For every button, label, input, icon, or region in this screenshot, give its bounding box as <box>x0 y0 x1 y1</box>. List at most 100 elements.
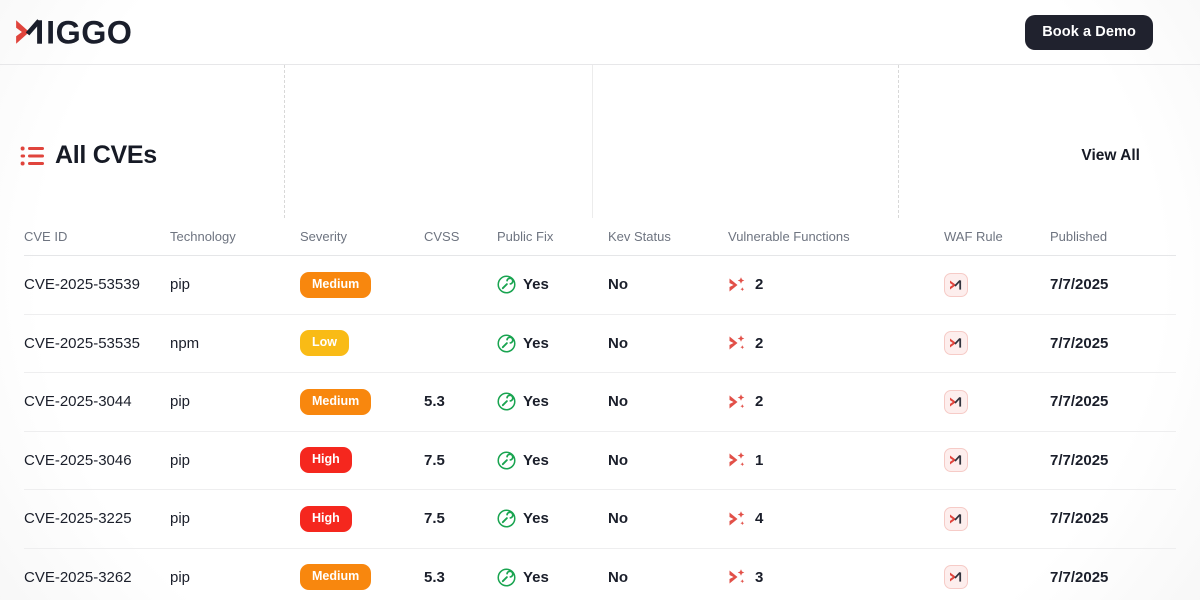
cvss-cell: 5.3 <box>424 568 445 586</box>
kev-status-cell: No <box>608 510 628 528</box>
published-cell: 7/7/2025 <box>1050 510 1109 528</box>
table-row[interactable]: CVE-2025-53535 npm Low Yes No 2 <box>24 315 1176 373</box>
severity-badge: Medium <box>300 388 372 415</box>
column-header-cvss: CVSS <box>424 229 460 244</box>
public-fix-label: Yes <box>523 451 549 469</box>
section-title-group: All CVEs <box>20 141 157 170</box>
public-fix-cell: Yes <box>497 451 608 470</box>
severity-cell: High <box>300 447 424 474</box>
published-cell: 7/7/2025 <box>1050 568 1109 586</box>
cve-id-cell: CVE-2025-3046 <box>24 451 132 469</box>
cve-id-cell: CVE-2025-53539 <box>24 276 140 294</box>
miggo-m-icon <box>944 448 968 473</box>
cve-id-cell: CVE-2025-3262 <box>24 568 132 586</box>
public-fix-cell: Yes <box>497 392 608 411</box>
technology-cell: pip <box>170 276 191 294</box>
waf-rule-cell <box>944 565 1050 590</box>
vulnerable-functions-cell: 2 <box>728 334 944 352</box>
severity-cell: High <box>300 505 424 532</box>
severity-badge: Medium <box>300 564 372 591</box>
miggo-m-icon <box>944 331 968 356</box>
technology-cell: npm <box>170 334 200 352</box>
top-nav: IGGO Book a Demo <box>0 0 1200 65</box>
column-header-published: Published <box>1050 229 1108 244</box>
cvss-cell: 7.5 <box>424 510 445 528</box>
vulnerable-functions-cell: 1 <box>728 451 944 469</box>
table-row[interactable]: CVE-2025-3262 pip Medium 5.3 Yes No 3 <box>24 549 1176 600</box>
public-fix-label: Yes <box>523 334 549 352</box>
column-header-cve-id: CVE ID <box>24 229 68 244</box>
sparkle-arrow-icon <box>729 393 745 409</box>
column-header-vulnerable-functions: Vulnerable Functions <box>728 229 850 244</box>
svg-text:IGGO: IGGO <box>46 17 132 47</box>
dashed-divider <box>898 65 899 218</box>
view-all-link[interactable]: View All <box>1081 146 1140 164</box>
column-header-technology: Technology <box>170 229 236 244</box>
vulnerable-functions-cell: 3 <box>728 568 944 586</box>
miggo-m-icon <box>944 565 968 590</box>
vulnerable-functions-count: 2 <box>755 276 764 294</box>
public-fix-cell: Yes <box>497 509 608 528</box>
vulnerable-functions-cell: 2 <box>728 276 944 294</box>
severity-cell: Medium <box>300 564 424 591</box>
severity-cell: Medium <box>300 271 424 298</box>
section-title: All CVEs <box>55 141 157 169</box>
public-fix-label: Yes <box>523 510 549 528</box>
sparkle-arrow-icon <box>729 510 745 526</box>
vulnerable-functions-cell: 4 <box>728 510 944 528</box>
waf-rule-cell <box>944 389 1050 414</box>
vulnerable-functions-cell: 2 <box>728 393 944 411</box>
wrench-icon <box>497 568 516 587</box>
book-a-demo-button[interactable]: Book a Demo <box>1025 14 1153 50</box>
severity-badge: High <box>300 505 352 532</box>
kev-status-cell: No <box>608 334 628 352</box>
column-header-severity: Severity <box>300 229 347 244</box>
column-header-waf-rule: WAF Rule <box>944 229 1003 244</box>
sparkle-arrow-icon <box>729 335 745 350</box>
list-icon <box>20 146 44 165</box>
published-cell: 7/7/2025 <box>1050 276 1109 294</box>
waf-rule-cell <box>944 506 1050 531</box>
table-row[interactable]: CVE-2025-53539 pip Medium Yes No 2 <box>24 256 1176 315</box>
severity-badge: High <box>300 447 352 474</box>
vulnerable-functions-count: 2 <box>755 334 764 352</box>
table-row[interactable]: CVE-2025-3044 pip Medium 5.3 Yes No 2 <box>24 373 1176 432</box>
technology-cell: pip <box>170 393 191 411</box>
dashed-divider <box>284 65 285 218</box>
severity-cell: Medium <box>300 388 424 415</box>
vulnerable-functions-count: 3 <box>755 568 764 586</box>
technology-cell: pip <box>170 451 191 469</box>
severity-badge: Low <box>300 330 349 357</box>
sparkle-arrow-icon <box>729 452 745 467</box>
cve-id-cell: CVE-2025-3044 <box>24 393 132 411</box>
wrench-icon <box>497 334 516 353</box>
column-header-kev-status: Kev Status <box>608 229 671 244</box>
section-band: All CVEs View All <box>0 65 1200 218</box>
waf-rule-cell <box>944 448 1050 473</box>
miggo-logo-icon: IGGO <box>16 17 132 47</box>
sparkle-arrow-icon <box>729 276 745 292</box>
vulnerable-functions-count: 4 <box>755 510 764 528</box>
cve-table: CVE ID Technology Severity CVSS Public F… <box>0 218 1200 600</box>
severity-cell: Low <box>300 330 424 357</box>
public-fix-cell: Yes <box>497 334 608 353</box>
published-cell: 7/7/2025 <box>1050 451 1109 469</box>
table-row[interactable]: CVE-2025-3046 pip High 7.5 Yes No 1 <box>24 432 1176 490</box>
public-fix-cell: Yes <box>497 568 608 587</box>
public-fix-label: Yes <box>523 393 549 411</box>
wrench-icon <box>497 451 516 470</box>
public-fix-cell: Yes <box>497 275 608 294</box>
table-header-row: CVE ID Technology Severity CVSS Public F… <box>24 218 1176 256</box>
kev-status-cell: No <box>608 568 628 586</box>
wrench-icon <box>497 509 516 528</box>
public-fix-label: Yes <box>523 276 549 294</box>
wrench-icon <box>497 275 516 294</box>
vulnerable-functions-count: 1 <box>755 451 764 469</box>
vertical-divider <box>592 65 593 218</box>
miggo-m-icon <box>944 389 968 414</box>
table-row[interactable]: CVE-2025-3225 pip High 7.5 Yes No 4 <box>24 490 1176 549</box>
cve-id-cell: CVE-2025-3225 <box>24 510 132 528</box>
published-cell: 7/7/2025 <box>1050 393 1109 411</box>
miggo-logo[interactable]: IGGO <box>16 17 140 47</box>
